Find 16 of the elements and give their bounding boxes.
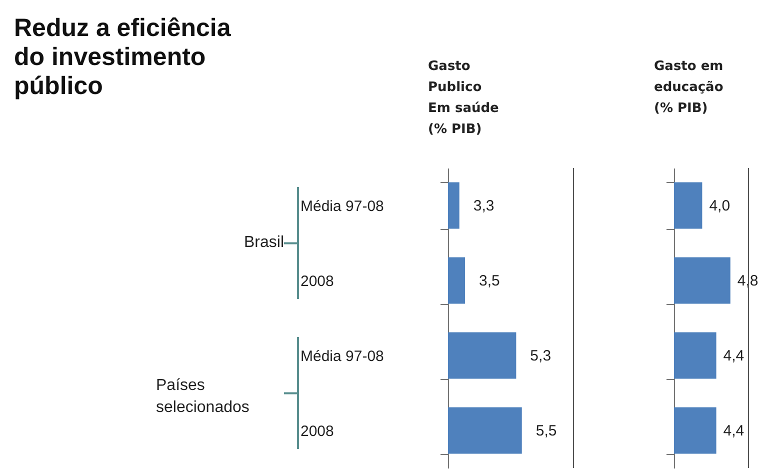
y-tick-label: 2008 [300, 273, 334, 290]
x-axis-title: Gasto em educação (% PIB) [654, 58, 724, 118]
text: Reduz a eficiência do investimento público [14, 14, 231, 101]
data-label: 4,4 [723, 348, 744, 364]
text: Países selecionados [156, 376, 250, 418]
y-tick-label: Média 97-08 [300, 348, 384, 365]
y-tick-label: Média 97-08 [300, 198, 384, 215]
data-label: 4,0 [709, 198, 730, 214]
x-axis-title: Gasto Publico Em saúde (% PIB) [428, 58, 499, 139]
data-label: 5,5 [536, 422, 557, 440]
data-label: 3,5 [479, 272, 500, 290]
data-label: 4,4 [723, 422, 744, 440]
data-label: 5,3 [530, 348, 552, 364]
y-tick-label: 2008 [300, 423, 334, 440]
data-label: 3,3 [473, 198, 494, 214]
text: Brasil [244, 233, 284, 253]
